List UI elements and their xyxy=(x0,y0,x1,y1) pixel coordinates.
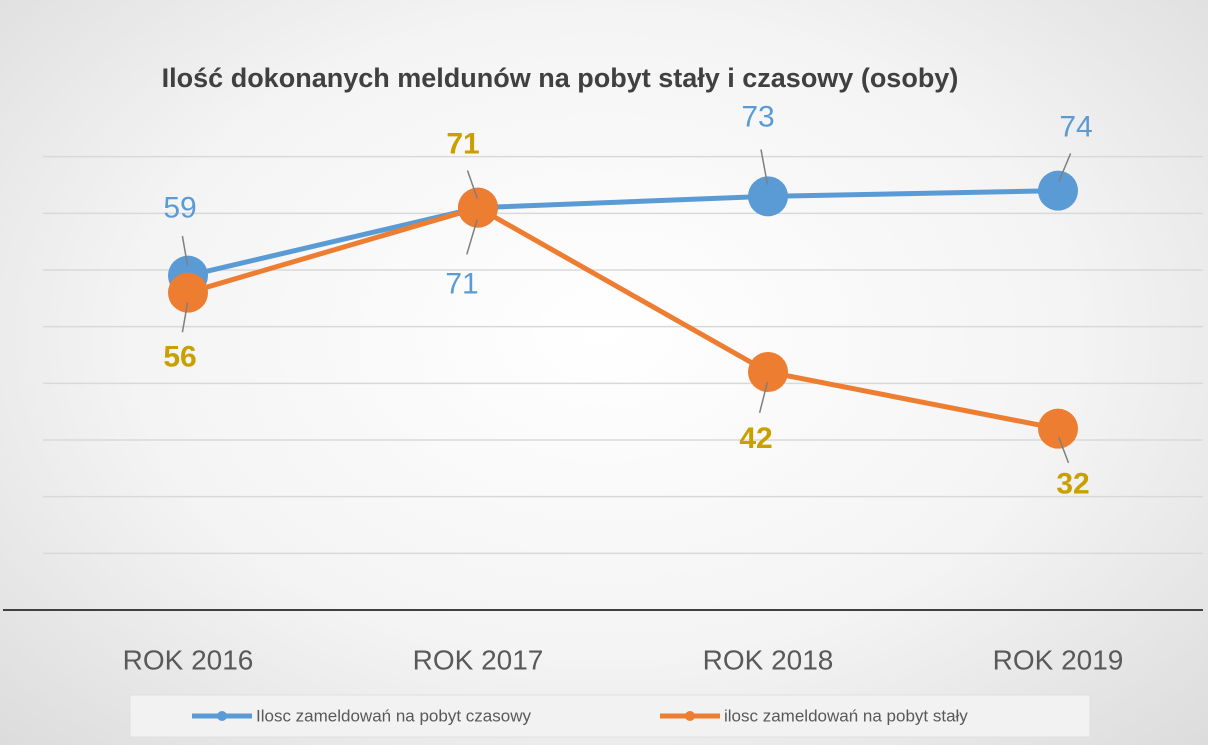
data-label: 71 xyxy=(445,268,478,301)
marker xyxy=(1038,170,1078,211)
marker xyxy=(748,176,788,217)
marker xyxy=(168,272,208,313)
marker xyxy=(748,352,788,392)
legend-swatch-marker xyxy=(685,711,695,721)
legend-label: Ilosc zameldowań na pobyt czasowy xyxy=(256,706,531,725)
x-tick-label: ROK 2017 xyxy=(413,644,544,675)
leader-line xyxy=(1058,436,1070,464)
leader-line xyxy=(758,382,769,413)
leader-line xyxy=(181,235,189,266)
legend-box xyxy=(129,694,1091,738)
data-label: 56 xyxy=(163,341,196,374)
series-line xyxy=(187,188,1059,279)
data-label: 73 xyxy=(741,100,774,133)
x-tick-label: ROK 2018 xyxy=(703,644,834,675)
data-label: 32 xyxy=(1056,468,1089,501)
leader-line xyxy=(466,219,478,255)
leader-line xyxy=(760,149,769,185)
series-line xyxy=(187,205,1059,432)
data-label: 42 xyxy=(739,422,772,455)
x-tick-label: ROK 2016 xyxy=(123,644,254,675)
marker xyxy=(1038,408,1078,449)
marker xyxy=(458,187,498,228)
leader-line xyxy=(466,170,478,199)
leader-line xyxy=(181,302,189,333)
data-label: 71 xyxy=(446,128,479,161)
legend-label: ilosc zameldowań na pobyt stały xyxy=(724,706,968,725)
legend-swatch-marker xyxy=(217,711,227,721)
data-label: 59 xyxy=(163,192,196,225)
x-tick-label: ROK 2019 xyxy=(993,644,1124,675)
chart-title: Ilość dokonanych meldunów na pobyt stały… xyxy=(161,63,959,93)
leader-line xyxy=(1058,153,1072,182)
data-label: 74 xyxy=(1059,111,1092,144)
